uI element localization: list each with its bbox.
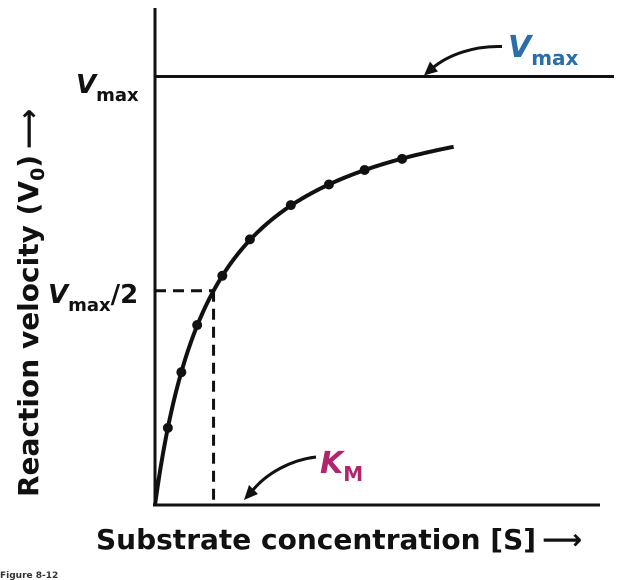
vmax-annotation-arrow [431, 45, 503, 70]
data-point [323, 179, 334, 190]
x-axis-label: Substrate concentration [S] ⟶ [96, 523, 582, 556]
data-point [397, 153, 408, 164]
data-point [176, 367, 187, 378]
data-point [244, 234, 255, 245]
tick-label-vmax-half: Vmax/2 [48, 280, 138, 316]
vmax-annotation-label: Vmax [508, 30, 579, 70]
data-point [359, 164, 370, 175]
tick-label-vmax: Vmax [76, 70, 139, 106]
km-annotation-arrow [251, 455, 317, 491]
figure-caption: Figure 8-12 [0, 571, 58, 580]
km-arrow-head [244, 485, 258, 500]
km-annotation-label: KM [320, 446, 363, 486]
vmax-arrow-head [424, 61, 438, 76]
data-point [285, 200, 296, 211]
data-point [192, 320, 203, 331]
data-point [217, 270, 228, 281]
y-axis-label: Reaction velocity (V0)⟶ [12, 109, 49, 497]
data-point [162, 422, 173, 433]
